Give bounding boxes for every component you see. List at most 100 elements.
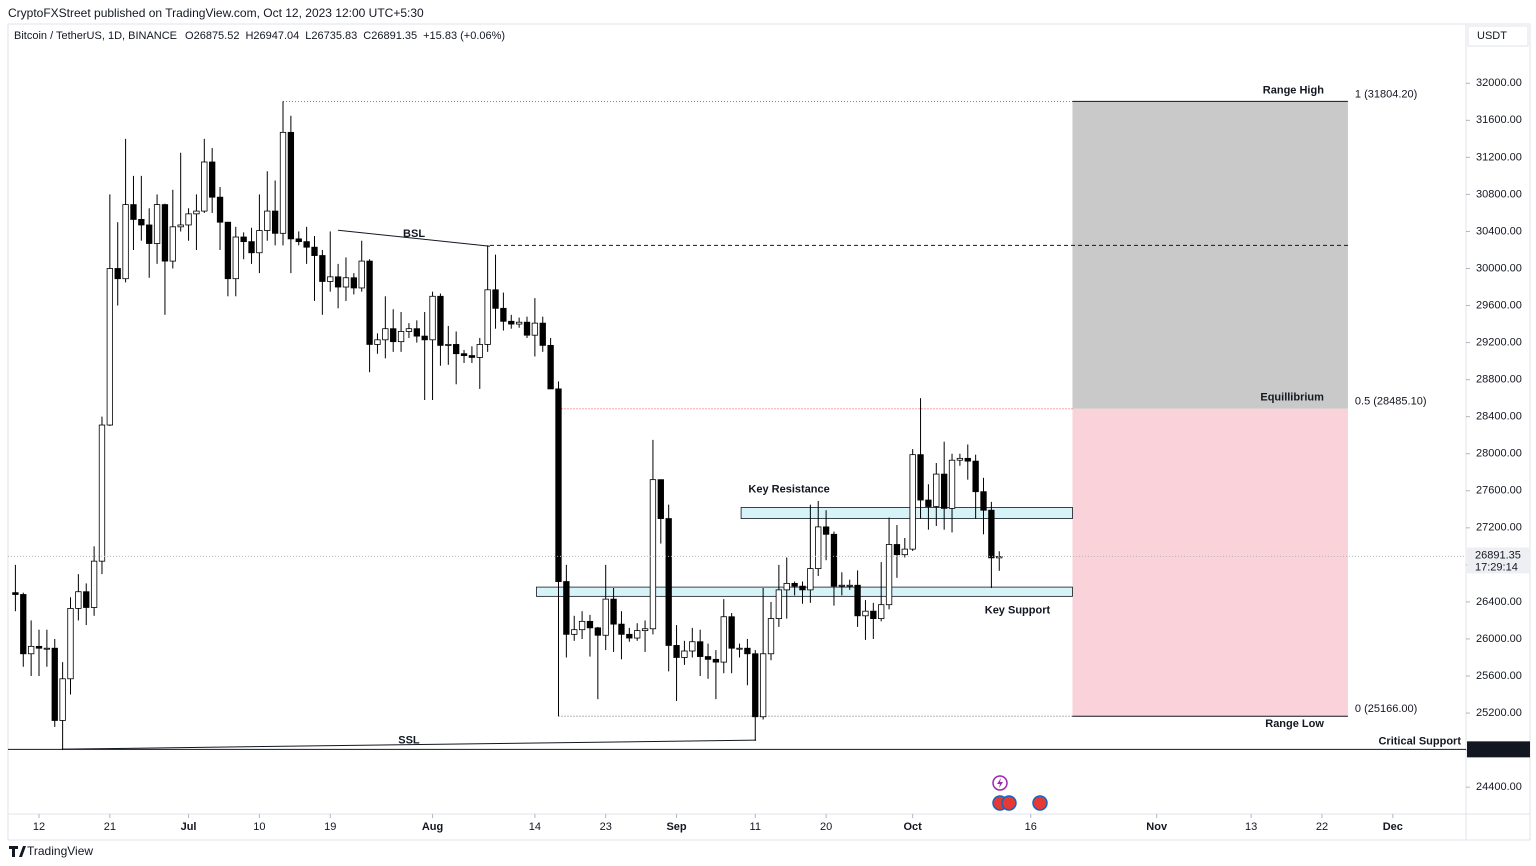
level-name: Equillibrium xyxy=(1260,392,1324,404)
candle-body xyxy=(870,610,877,619)
zone-label: Key Resistance xyxy=(748,483,829,495)
ohlc-readout: C26891.35 xyxy=(363,30,417,42)
candle-body xyxy=(303,241,310,248)
candle-body xyxy=(807,568,814,591)
candle-body xyxy=(901,548,908,556)
candle-body xyxy=(311,246,318,256)
candle-body xyxy=(539,322,546,346)
candle-body xyxy=(248,241,255,254)
y-tick-label: 32000.00 xyxy=(1476,77,1522,89)
y-tick-label: 29200.00 xyxy=(1476,336,1522,348)
candle-body xyxy=(51,647,58,721)
candle-body xyxy=(830,533,838,587)
candle-body xyxy=(846,584,853,587)
candle-body xyxy=(815,526,822,569)
candle-body xyxy=(689,641,696,652)
candle-body xyxy=(240,236,247,243)
candle-body xyxy=(366,260,373,345)
candle-body xyxy=(508,320,515,325)
candle-body xyxy=(161,204,169,262)
candle-body xyxy=(445,344,452,346)
candle-body xyxy=(287,131,295,240)
candle-body xyxy=(972,460,979,493)
event-icon-bolt xyxy=(997,778,1003,788)
candle-body xyxy=(334,276,342,288)
candle-body xyxy=(421,335,428,341)
candle-body xyxy=(563,581,570,635)
candle-body xyxy=(327,276,334,282)
candle-body xyxy=(799,585,806,591)
candle-body xyxy=(319,255,326,282)
liquidity-line xyxy=(61,739,757,750)
candle-body xyxy=(193,210,200,215)
candle-body xyxy=(980,491,987,511)
y-tick-label: 28000.00 xyxy=(1476,448,1522,460)
candle-body xyxy=(988,509,995,559)
candle-body xyxy=(791,582,798,587)
candle-body xyxy=(634,630,641,639)
x-tick-label: 21 xyxy=(104,821,116,833)
y-tick-label: 30800.00 xyxy=(1476,188,1522,200)
candle-body xyxy=(783,582,790,591)
candle-body xyxy=(130,204,137,220)
candle-body xyxy=(492,289,499,309)
premium-zone xyxy=(1072,101,1348,409)
ohlc-readout: +15.83 (+0.06%) xyxy=(423,30,505,42)
x-tick-label: 20 xyxy=(820,821,832,833)
candle-body xyxy=(397,331,405,343)
countdown-label: 17:29:14 xyxy=(1475,561,1518,573)
x-tick-label: Oct xyxy=(904,821,923,833)
candle-body xyxy=(681,650,688,658)
candle-body xyxy=(216,196,224,223)
candle-body xyxy=(602,598,609,636)
candle-body xyxy=(146,224,153,244)
candle-body xyxy=(933,473,940,507)
candle-body xyxy=(185,213,192,226)
event-icon xyxy=(1032,795,1048,811)
level-label: 1 (31804.20) xyxy=(1355,88,1417,100)
x-tick-label: Jul xyxy=(181,821,197,833)
publisher-line: CryptoFXStreet published on TradingView.… xyxy=(8,6,424,20)
liquidity-line xyxy=(338,229,491,247)
x-tick-label: Sep xyxy=(666,821,686,833)
candle-body xyxy=(626,633,633,639)
candle-body xyxy=(75,591,82,609)
candle-body xyxy=(460,353,468,356)
brand-logo xyxy=(9,846,26,857)
candle-body xyxy=(673,645,680,658)
critical-support-label: Critical Support xyxy=(1378,735,1461,747)
x-tick-label: 13 xyxy=(1245,821,1257,833)
candle-body xyxy=(201,161,208,212)
last-price-label: 26891.35 xyxy=(1475,549,1521,561)
candle-body xyxy=(43,647,51,650)
candle-body xyxy=(948,459,956,509)
candle-body xyxy=(838,584,845,587)
level-name: Range High xyxy=(1263,84,1324,96)
candle-body xyxy=(169,226,176,262)
candle-body xyxy=(358,260,365,289)
candle-body xyxy=(885,544,893,606)
candle-body xyxy=(767,618,775,655)
brand-name: TradingView xyxy=(27,844,93,858)
candle-body xyxy=(775,589,783,619)
candle-body xyxy=(712,658,720,663)
candle-body xyxy=(917,454,924,501)
discount-zone xyxy=(1072,408,1348,717)
candle-body xyxy=(177,224,184,228)
candle-body xyxy=(964,457,971,462)
level-label: 0 (25166.00) xyxy=(1355,703,1417,715)
y-tick-label: 27600.00 xyxy=(1476,485,1522,497)
candle-body xyxy=(138,219,145,226)
candle-body xyxy=(256,230,263,254)
candle-body xyxy=(586,620,594,629)
candle-body xyxy=(35,645,43,649)
candle-body xyxy=(665,518,672,646)
candle-body xyxy=(271,210,279,234)
y-tick-label: 28800.00 xyxy=(1476,374,1522,386)
currency-label: USDT xyxy=(1477,30,1507,42)
candle-body xyxy=(232,236,239,280)
candle-body xyxy=(382,328,389,341)
candle-body xyxy=(531,322,539,336)
x-tick-label: Dec xyxy=(1383,821,1403,833)
candle-body xyxy=(941,473,948,509)
